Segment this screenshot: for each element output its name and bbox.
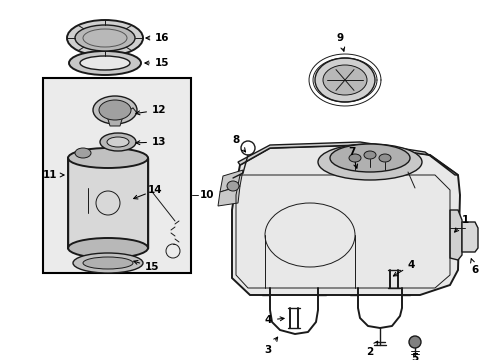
Text: 1: 1 — [454, 215, 468, 232]
Text: 3: 3 — [264, 337, 277, 355]
Ellipse shape — [99, 100, 131, 120]
Polygon shape — [107, 116, 123, 126]
Text: 12: 12 — [136, 105, 166, 115]
Text: 8: 8 — [232, 135, 245, 152]
Text: 9: 9 — [336, 33, 344, 51]
Ellipse shape — [323, 65, 366, 95]
Ellipse shape — [408, 336, 420, 348]
Text: 4: 4 — [264, 315, 284, 325]
Bar — [43, 78, 191, 273]
Text: 13: 13 — [136, 137, 166, 147]
Ellipse shape — [68, 238, 148, 258]
Ellipse shape — [226, 181, 239, 191]
Text: 10: 10 — [200, 190, 214, 200]
Text: 11: 11 — [42, 170, 64, 180]
Ellipse shape — [93, 96, 137, 124]
Ellipse shape — [75, 148, 91, 158]
Ellipse shape — [378, 154, 390, 162]
Ellipse shape — [314, 58, 374, 102]
Ellipse shape — [363, 151, 375, 159]
Ellipse shape — [68, 148, 148, 168]
Ellipse shape — [83, 257, 133, 269]
Polygon shape — [231, 145, 459, 295]
Ellipse shape — [67, 20, 142, 56]
Ellipse shape — [75, 25, 135, 51]
Polygon shape — [220, 170, 243, 192]
Text: 14: 14 — [148, 185, 163, 195]
Text: 4: 4 — [392, 260, 414, 276]
Ellipse shape — [69, 51, 141, 75]
Text: 5: 5 — [410, 353, 418, 360]
Text: 16: 16 — [145, 33, 169, 43]
Ellipse shape — [107, 137, 129, 147]
Ellipse shape — [100, 133, 136, 151]
Polygon shape — [238, 142, 457, 175]
Text: 15: 15 — [134, 261, 159, 272]
Polygon shape — [218, 186, 240, 206]
Text: 7: 7 — [347, 147, 357, 168]
Ellipse shape — [317, 144, 421, 180]
Text: 15: 15 — [144, 58, 169, 68]
Text: 6: 6 — [469, 259, 478, 275]
Ellipse shape — [348, 154, 360, 162]
Ellipse shape — [329, 144, 409, 172]
Polygon shape — [461, 222, 477, 252]
Ellipse shape — [80, 56, 130, 70]
Polygon shape — [449, 210, 461, 260]
Text: 2: 2 — [366, 341, 377, 357]
Polygon shape — [68, 158, 148, 248]
Ellipse shape — [73, 253, 142, 273]
